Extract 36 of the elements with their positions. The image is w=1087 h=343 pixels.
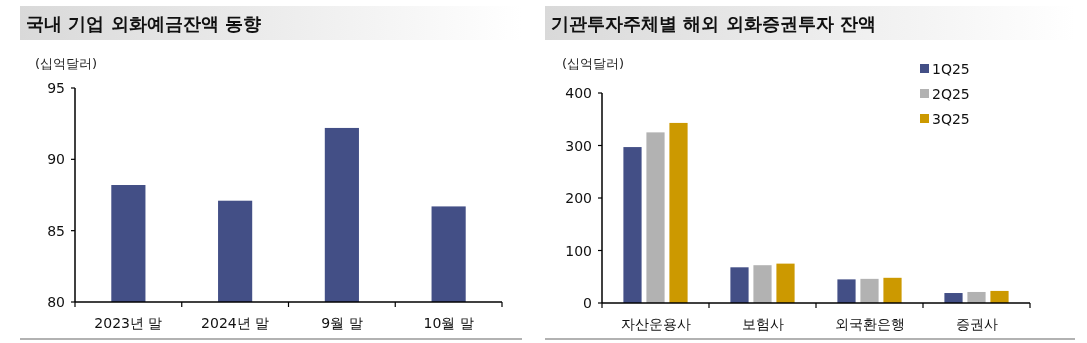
bar xyxy=(883,277,902,303)
x-tick-label: 2024년 말 xyxy=(201,315,270,331)
y-tick-label: 90 xyxy=(47,151,65,168)
legend-label: 2Q25 xyxy=(932,86,970,102)
y-tick-label: 300 xyxy=(565,137,592,154)
x-tick-label: 보험사 xyxy=(741,316,784,332)
x-tick-label: 외국환은행 xyxy=(834,316,905,332)
y-tick-label: 200 xyxy=(565,190,592,206)
legend-label: 3Q25 xyxy=(932,111,970,127)
bar xyxy=(776,263,795,303)
bar xyxy=(860,278,879,303)
bar xyxy=(753,265,772,303)
y-tick-label: 95 xyxy=(47,80,65,96)
bar xyxy=(646,132,665,303)
y-tick-label: 80 xyxy=(47,294,65,310)
bar xyxy=(669,122,688,303)
legend-label: 1Q25 xyxy=(932,61,970,77)
bar xyxy=(990,290,1009,303)
bar xyxy=(623,147,642,303)
y-tick-label: 400 xyxy=(565,85,592,101)
x-tick-label: 9월 말 xyxy=(321,315,363,331)
y-axis-title: (십억달러) xyxy=(35,56,98,71)
bar xyxy=(837,279,856,303)
x-tick-label: 10월 말 xyxy=(423,315,474,331)
bar xyxy=(967,291,986,303)
chart-title: 기관투자주체별 해외 외화증권투자 잔액 xyxy=(551,13,876,34)
y-tick-label: 85 xyxy=(47,222,65,239)
x-tick-label: 증권사 xyxy=(955,316,998,332)
y-tick-label: 0 xyxy=(583,295,592,311)
bar xyxy=(944,293,963,303)
chart-title: 국내 기업 외화예금잔액 동향 xyxy=(26,13,261,34)
x-tick-label: 2023년 말 xyxy=(94,315,163,331)
y-tick-label: 100 xyxy=(565,242,592,259)
bar xyxy=(730,267,749,303)
x-tick-label: 자산운용사 xyxy=(620,316,691,332)
y-axis-title: (십억달러) xyxy=(562,56,625,71)
